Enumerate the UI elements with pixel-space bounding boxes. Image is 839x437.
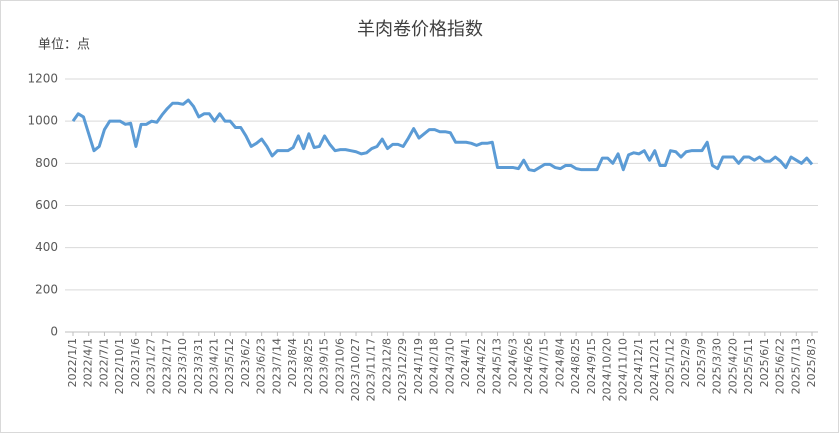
x-tick-label: 2023/10/27	[349, 338, 362, 401]
x-tick-label: 2023/1/27	[145, 338, 158, 394]
y-tick-label: 200	[35, 282, 58, 296]
x-tick-label: 2025/4/20	[726, 338, 739, 394]
chart-title: 羊肉卷价格指数	[357, 19, 483, 40]
x-tick-label: 2022/1/1	[66, 338, 79, 387]
unit-label: 单位：点	[38, 38, 90, 53]
x-tick-label: 2024/8/4	[553, 338, 566, 387]
x-tick-label: 2025/1/12	[663, 338, 676, 394]
x-tick-label: 2024/9/15	[585, 338, 598, 394]
x-tick-label: 2023/6/23	[255, 338, 268, 394]
x-tick-label: 2024/7/15	[538, 338, 551, 394]
x-tick-label: 2025/3/9	[695, 338, 708, 387]
x-tick-label: 2023/12/8	[380, 338, 393, 394]
x-tick-label: 2023/8/4	[286, 338, 299, 387]
x-tick-label: 2022/4/1	[82, 338, 95, 387]
x-tick-label: 2023/10/6	[333, 338, 346, 394]
x-tick-label: 2024/5/13	[491, 338, 504, 394]
x-tick-label: 2023/5/12	[223, 338, 236, 394]
y-tick-label: 0	[50, 325, 58, 339]
y-tick-label: 600	[35, 198, 58, 212]
x-tick-label: 2022/10/1	[113, 338, 126, 394]
x-tick-label: 2025/2/9	[679, 338, 692, 387]
x-tick-label: 2024/10/20	[601, 338, 614, 401]
x-tick-label: 2023/1/6	[129, 338, 142, 387]
x-tick-label: 2023/2/17	[160, 338, 173, 394]
x-tick-label: 2024/11/10	[616, 338, 629, 401]
x-tick-label: 2023/9/15	[318, 338, 331, 394]
x-tick-label: 2023/7/14	[270, 338, 283, 394]
line-series	[71, 98, 814, 173]
x-tick-label: 2023/4/21	[208, 338, 221, 394]
y-tick-label: 1000	[27, 114, 58, 128]
x-tick-label: 2025/8/3	[805, 338, 818, 387]
x-tick-label: 2025/6/22	[774, 338, 787, 394]
y-tick-label: 1200	[27, 72, 58, 86]
y-tick-label: 400	[35, 240, 58, 254]
x-tick-label: 2025/6/1	[758, 338, 771, 387]
x-tick-label: 2022/7/1	[97, 338, 110, 387]
x-tick-label: 2025/7/13	[789, 338, 802, 394]
y-tick-label: 800	[35, 156, 58, 170]
x-tick-label: 2023/6/2	[239, 338, 252, 387]
x-tick-label: 2024/6/3	[506, 338, 519, 387]
x-tick-label: 2023/3/31	[192, 338, 205, 394]
x-tick-label: 2025/3/30	[711, 338, 724, 394]
x-tick-label: 2023/8/25	[302, 338, 315, 394]
x-tick-label: 2024/12/1	[632, 338, 645, 394]
x-tick-label: 2023/3/10	[176, 338, 189, 394]
x-tick-label: 2025/5/11	[742, 338, 755, 394]
x-tick-label: 2023/11/17	[365, 338, 378, 401]
x-tick-label: 2024/3/10	[443, 338, 456, 394]
x-tick-label: 2024/4/1	[459, 338, 472, 387]
x-tick-label: 2024/2/18	[428, 338, 441, 394]
x-tick-label: 2024/8/25	[569, 338, 582, 394]
x-tick-label: 2024/4/22	[475, 338, 488, 394]
x-tick-label: 2023/12/29	[396, 338, 409, 401]
x-tick-label: 2024/1/19	[412, 338, 425, 394]
x-tick-label: 2024/12/21	[648, 338, 661, 401]
x-tick-label: 2024/6/26	[522, 338, 535, 394]
